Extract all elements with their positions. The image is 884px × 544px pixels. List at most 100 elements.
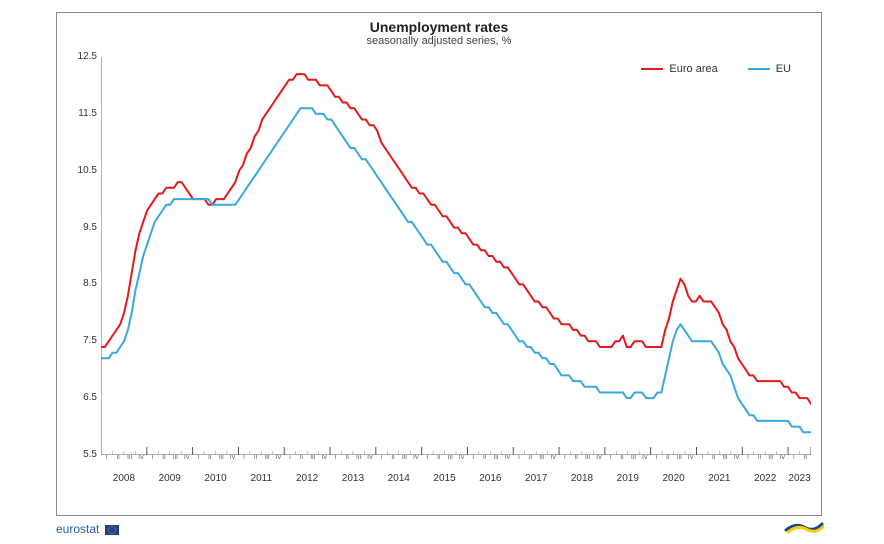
x-quarter-label: IV — [459, 455, 465, 461]
y-tick-label: 11.5 — [61, 108, 97, 119]
plot-svg — [101, 57, 811, 455]
x-quarter-label: IV — [734, 455, 740, 461]
x-quarter-label: III — [539, 455, 544, 461]
x-quarter-label: I — [243, 455, 245, 461]
x-quarter-label: II — [346, 455, 349, 461]
x-quarter-label: II — [391, 455, 394, 461]
source-text: eurostat — [56, 522, 99, 536]
x-year-label: 2009 — [159, 473, 181, 484]
x-quarter-label: III — [768, 455, 773, 461]
x-quarter-label: I — [610, 455, 612, 461]
y-tick-label: 5.5 — [61, 449, 97, 460]
plot-area — [101, 57, 811, 455]
x-quarter-label: I — [152, 455, 154, 461]
x-quarter-label: IV — [688, 455, 694, 461]
x-year-label: 2014 — [388, 473, 410, 484]
x-quarter-label: I — [518, 455, 520, 461]
x-quarter-label: I — [564, 455, 566, 461]
x-quarter-label: III — [631, 455, 636, 461]
x-quarter-label: III — [310, 455, 315, 461]
x-quarter-label: II — [758, 455, 761, 461]
x-quarter-label: II — [712, 455, 715, 461]
x-quarter-label: IV — [184, 455, 190, 461]
series-line-euro-area — [101, 74, 811, 404]
x-quarter-label: III — [585, 455, 590, 461]
y-tick-label: 9.5 — [61, 222, 97, 233]
y-tick-label: 6.5 — [61, 392, 97, 403]
x-quarter-label: II — [117, 455, 120, 461]
y-tick-label: 12.5 — [61, 51, 97, 62]
x-year-label: 2010 — [204, 473, 226, 484]
x-axis-years: 2008 2009 2010 2011 2012 2013 2014 2015 2016 2017… — [101, 473, 811, 489]
x-quarter-label: I — [381, 455, 383, 461]
x-quarter-label: IV — [642, 455, 648, 461]
y-tick-label: 10.5 — [61, 165, 97, 176]
x-year-label: 2022 — [754, 473, 776, 484]
x-quarter-label: III — [127, 455, 132, 461]
x-year-label: 2011 — [251, 473, 273, 484]
y-tick-label: 8.5 — [61, 278, 97, 289]
eu-flag-icon — [105, 525, 119, 535]
x-quarter-label: II — [575, 455, 578, 461]
chart-title: Unemployment rates — [57, 19, 821, 35]
x-quarter-label: III — [356, 455, 361, 461]
x-quarter-label: I — [289, 455, 291, 461]
x-quarter-label: I — [197, 455, 199, 461]
chart-frame: Unemployment rates seasonally adjusted s… — [56, 12, 822, 516]
x-year-label: 2019 — [617, 473, 639, 484]
x-quarter-label: II — [483, 455, 486, 461]
series-line-eu — [101, 108, 811, 432]
x-year-label: 2017 — [525, 473, 547, 484]
x-quarter-label: IV — [321, 455, 327, 461]
x-quarter-label: IV — [550, 455, 556, 461]
x-quarter-label: IV — [780, 455, 786, 461]
x-quarter-label: IV — [367, 455, 373, 461]
x-quarter-label: I — [656, 455, 658, 461]
source-label: eurostat — [56, 522, 119, 536]
x-quarter-label: III — [402, 455, 407, 461]
x-axis: IIIIIIIVIIIIIIIVIIIIIIIVIIIIIIIVIIIIIIIV… — [101, 455, 811, 495]
x-quarter-label: III — [265, 455, 270, 461]
x-year-label: 2013 — [342, 473, 364, 484]
x-quarter-label: III — [723, 455, 728, 461]
x-quarter-label: I — [793, 455, 795, 461]
x-quarter-label: II — [437, 455, 440, 461]
x-quarter-label: II — [162, 455, 165, 461]
x-quarter-label: IV — [230, 455, 236, 461]
x-quarter-label: III — [494, 455, 499, 461]
x-quarter-label: II — [804, 455, 807, 461]
x-quarter-label: III — [677, 455, 682, 461]
x-axis-quarters: IIIIIIIVIIIIIIIVIIIIIIIVIIIIIIIVIIIIIIIV… — [101, 455, 811, 471]
x-quarter-label: IV — [413, 455, 419, 461]
x-quarter-label: IV — [276, 455, 282, 461]
ribbon-icon — [784, 520, 824, 534]
x-year-label: 2012 — [296, 473, 318, 484]
x-quarter-label: I — [747, 455, 749, 461]
x-quarter-label: II — [529, 455, 532, 461]
x-quarter-label: II — [254, 455, 257, 461]
x-quarter-label: I — [335, 455, 337, 461]
x-year-label: 2016 — [479, 473, 501, 484]
x-year-label: 2018 — [571, 473, 593, 484]
y-tick-label: 7.5 — [61, 335, 97, 346]
x-quarter-label: IV — [138, 455, 144, 461]
x-quarter-label: II — [300, 455, 303, 461]
x-quarter-label: III — [448, 455, 453, 461]
x-quarter-label: IV — [596, 455, 602, 461]
x-year-label: 2020 — [662, 473, 684, 484]
x-year-label: 2021 — [708, 473, 730, 484]
x-quarter-label: III — [219, 455, 224, 461]
x-year-label: 2023 — [788, 473, 810, 484]
x-year-label: 2015 — [433, 473, 455, 484]
x-quarter-label: I — [427, 455, 429, 461]
x-quarter-label: II — [620, 455, 623, 461]
x-quarter-label: I — [106, 455, 108, 461]
x-quarter-label: II — [208, 455, 211, 461]
x-quarter-label: I — [472, 455, 474, 461]
x-year-label: 2008 — [113, 473, 135, 484]
chart-subtitle: seasonally adjusted series, % — [57, 35, 821, 47]
x-quarter-label: II — [666, 455, 669, 461]
x-quarter-label: I — [701, 455, 703, 461]
x-quarter-label: IV — [505, 455, 511, 461]
x-quarter-label: III — [173, 455, 178, 461]
